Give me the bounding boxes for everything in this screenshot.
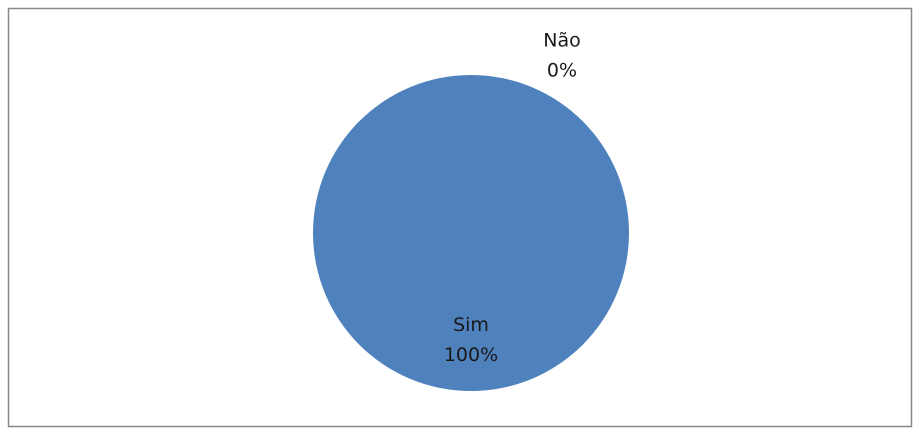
slice-value-label: 100%: [444, 344, 498, 366]
slice-category-label: Sim: [453, 314, 489, 336]
slice-category-label: Não: [543, 30, 580, 52]
pie-slice: [313, 75, 629, 391]
slice-value-label: 0%: [547, 60, 577, 82]
